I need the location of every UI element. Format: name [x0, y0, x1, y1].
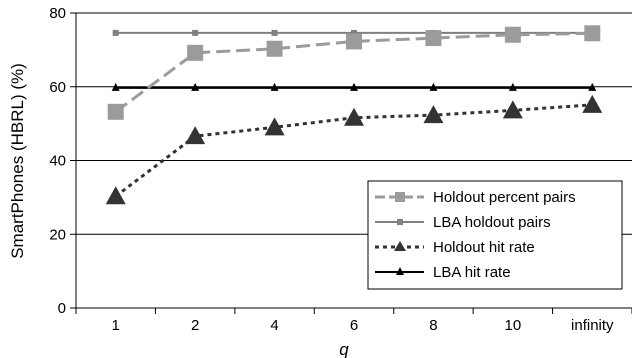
legend-label: Holdout percent pairs [433, 189, 576, 206]
legend-item: LBA hit rate [375, 264, 511, 281]
series-holdout-percent-pairs [107, 25, 601, 120]
data-point [192, 29, 199, 36]
data-point [346, 33, 362, 50]
series-lba-hit-rate [111, 82, 597, 91]
legend-item: Holdout hit rate [375, 239, 535, 256]
x-tick-label: 2 [191, 317, 199, 334]
data-point [112, 29, 119, 36]
legend-label: LBA hit rate [433, 264, 511, 281]
x-tick-label: infinity [571, 317, 614, 334]
x-tick-label: 4 [270, 317, 278, 334]
data-point [344, 107, 364, 126]
x-tick-label: 8 [429, 317, 437, 334]
data-point [266, 40, 283, 57]
legend-label: LBA holdout pairs [433, 214, 551, 231]
y-tick-label: 80 [49, 5, 66, 22]
data-point [187, 44, 204, 61]
x-tick-label: 6 [350, 317, 358, 334]
legend-item: LBA holdout pairs [375, 214, 551, 231]
data-point [423, 105, 444, 124]
data-point [270, 82, 279, 91]
data-point [107, 103, 124, 120]
legend-marker [395, 192, 405, 202]
y-tick-labels: 0 20 40 60 80 [49, 5, 66, 317]
data-point [588, 82, 597, 91]
legend-marker [396, 267, 404, 275]
data-point [429, 82, 438, 91]
data-point [191, 82, 200, 91]
legend-marker [394, 241, 406, 251]
data-point [350, 82, 358, 91]
x-tick-label: 1 [112, 317, 120, 334]
data-point [271, 29, 278, 36]
data-point [582, 94, 603, 113]
data-point [425, 30, 442, 47]
y-tick-label: 20 [49, 226, 66, 243]
data-point [508, 82, 517, 91]
y-tick-label: 0 [58, 300, 66, 317]
x-tick-label: 10 [505, 317, 522, 334]
series-holdout-hit-rate [105, 94, 603, 205]
legend-label: Holdout hit rate [433, 239, 535, 256]
data-point [584, 25, 601, 42]
legend-item: Holdout percent pairs [375, 189, 576, 206]
data-point [264, 117, 285, 136]
y-tick-label: 40 [49, 153, 66, 170]
x-axis-title: q [339, 340, 349, 358]
data-point [185, 126, 206, 145]
legend-marker [397, 219, 403, 225]
y-axis-title: SmartPhones (HBRL) (%) [8, 63, 27, 259]
data-point [502, 100, 523, 119]
data-series [105, 25, 603, 205]
legend: Holdout percent pairs LBA holdout pairs Ho… [367, 180, 623, 290]
axes [70, 12, 632, 314]
data-point [105, 186, 126, 205]
data-point [111, 82, 120, 91]
data-point [351, 29, 357, 36]
x-tick-labels: 1 2 4 6 8 10 infinity [112, 317, 614, 334]
data-point [504, 26, 521, 43]
y-tick-label: 60 [49, 79, 66, 96]
